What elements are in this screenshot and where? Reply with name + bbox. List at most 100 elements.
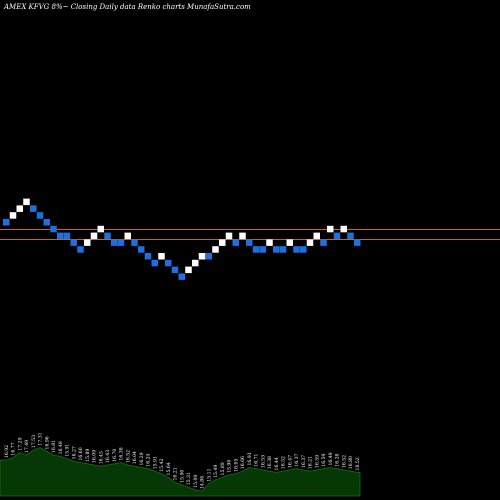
price-label: 16.77: [10, 442, 16, 455]
renko-brick-down: [77, 246, 84, 253]
renko-brick-down: [347, 232, 354, 240]
price-label: 17.31: [38, 432, 44, 445]
renko-brick-down: [104, 232, 111, 240]
renko-brick-up: [90, 232, 98, 240]
price-label: 16.81: [51, 440, 57, 453]
price-label: 16.27: [71, 446, 77, 459]
price-label: 16.48: [58, 441, 64, 454]
price-label: 16.37: [294, 453, 300, 466]
renko-brick-up: [97, 225, 104, 233]
price-label: 16.93: [247, 452, 253, 465]
renko-brick-down: [43, 219, 50, 226]
price-label: 16.09: [92, 450, 98, 463]
renko-brick-up: [124, 232, 131, 240]
price-label: 16.43: [105, 450, 111, 463]
price-label: 15.31: [186, 472, 192, 485]
price-label: 16.47: [287, 455, 293, 468]
price-label: 17.49: [24, 440, 30, 453]
renko-brick-up: [84, 239, 91, 246]
renko-brick-down: [70, 239, 77, 246]
renko-brick-up: [192, 259, 199, 267]
price-label: 15.09: [193, 475, 199, 488]
renko-brick-down: [246, 239, 253, 246]
renko-brick-up: [239, 232, 246, 240]
price-label: 16.37: [301, 455, 307, 468]
chart-title: AMEX KFVG 8%~ Closing Daily data Renko c…: [3, 3, 251, 11]
renko-brick-down: [293, 246, 300, 253]
price-label: 17.29: [17, 437, 23, 450]
volume-area: [0, 447, 361, 497]
price-label: 15.11: [206, 468, 212, 481]
renko-brick-up: [266, 239, 273, 246]
renko-brick-down: [165, 259, 172, 267]
renko-brick-down: [320, 239, 327, 246]
price-label: 16.92: [4, 445, 10, 458]
renko-brick-down: [138, 246, 145, 253]
price-label: 16.49: [328, 452, 334, 465]
renko-brick-down: [354, 239, 361, 246]
price-label: 17.53: [31, 435, 37, 448]
price-label: 16.53: [260, 455, 266, 468]
renko-brick-down: [144, 253, 152, 260]
price-label: 15.89: [220, 462, 226, 475]
price-label: 16.52: [281, 456, 287, 469]
renko-brick-up: [16, 205, 23, 212]
renko-brick-up: [158, 253, 165, 260]
price-label: 15.91: [65, 444, 71, 457]
renko-brick-down: [178, 273, 185, 280]
price-label: 16.05: [233, 459, 239, 472]
renko-brick-down: [3, 219, 10, 226]
price-label: 16.70: [112, 449, 118, 462]
price-label: 15.89: [85, 449, 91, 462]
price-label: 16.24: [146, 453, 152, 466]
renko-brick-up: [313, 232, 320, 240]
renko-brick-down: [205, 253, 212, 260]
price-label: 15.64: [166, 462, 172, 475]
renko-brick-down: [117, 239, 125, 246]
price-label: 15.90: [179, 470, 185, 483]
price-label: 16.52: [125, 450, 131, 463]
renko-bricks: [3, 198, 361, 280]
price-label: 16.04: [132, 451, 138, 464]
renko-brick-up: [327, 225, 334, 233]
renko-brick-up: [23, 198, 30, 206]
price-label: 16.38: [119, 447, 125, 460]
volume-area-path: [0, 447, 361, 497]
renko-brick-down: [273, 246, 280, 253]
renko-brick-up: [340, 225, 347, 233]
renko-brick-down: [171, 266, 179, 274]
price-label: 15.42: [159, 458, 165, 471]
price-labels: 16.92 16.77 17.29 17.49 17.53 17.31 16.96 16.81…: [4, 432, 361, 489]
price-label: 16.38: [267, 456, 273, 469]
renko-brick-up: [219, 239, 226, 246]
price-label: 15.90: [227, 460, 233, 473]
renko-brick-down: [300, 246, 307, 253]
price-label: 16.21: [172, 467, 178, 480]
renko-brick-up: [9, 212, 17, 219]
renko-brick-up: [185, 266, 192, 274]
price-label: 16.29: [139, 452, 145, 465]
renko-brick-down: [252, 246, 260, 253]
renko-brick-down: [232, 239, 239, 246]
renko-brick-down: [111, 239, 118, 246]
renko-brick-down: [259, 246, 266, 253]
price-label: 16.52: [341, 455, 347, 468]
renko-brick-up: [306, 239, 314, 246]
renko-brick-down: [151, 259, 158, 267]
renko-brick-down: [50, 225, 57, 233]
price-label: 15.91: [152, 456, 158, 469]
renko-brick-down: [36, 212, 44, 219]
price-label: 16.96: [44, 436, 50, 449]
renko-brick-down: [30, 205, 37, 212]
price-label: 16.44: [274, 457, 280, 470]
renko-brick-up: [286, 239, 293, 246]
price-label: 16.66: [240, 456, 246, 469]
price-label: 16.28: [335, 453, 341, 466]
renko-brick-down: [333, 232, 341, 240]
price-label: 16.59: [314, 455, 320, 468]
price-label: 15.49: [213, 465, 219, 478]
renko-brick-down: [63, 232, 71, 240]
renko-brick-up: [225, 232, 233, 240]
